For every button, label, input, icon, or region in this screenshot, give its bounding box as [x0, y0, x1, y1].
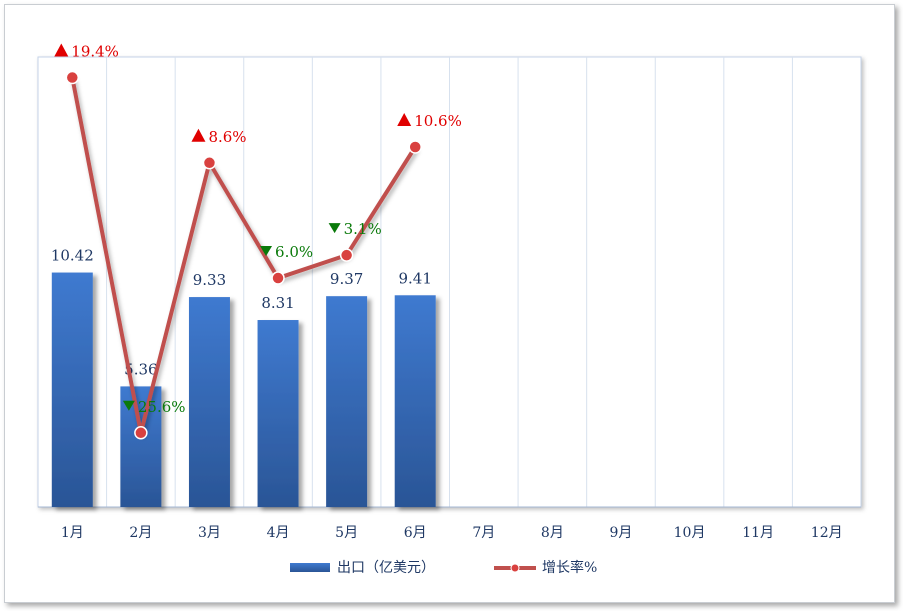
- bar-value-label: 9.41: [399, 269, 432, 287]
- growth-value-label: 25.6%: [138, 398, 186, 416]
- triangle-up-icon: [397, 113, 412, 126]
- bar: [51, 272, 93, 507]
- bar-value-label: 5.36: [124, 360, 157, 378]
- growth-label-up: 10.6%: [397, 112, 462, 130]
- bar: [188, 297, 230, 507]
- growth-label-down: 3.1%: [328, 220, 382, 238]
- triangle-down-icon: [328, 223, 341, 234]
- line-marker: [408, 140, 422, 154]
- growth-value-label: 19.4%: [71, 43, 119, 61]
- x-tick-labels: 1月 2月 3月 4月 5月 6月 7月 8月 9月 10月 11月 12月: [61, 525, 843, 541]
- triangle-up-icon: [191, 128, 206, 142]
- x-tick-label: 6月: [404, 525, 427, 541]
- legend-bar-swatch: [290, 563, 330, 572]
- legend: 出口（亿美元） 增长率%: [290, 559, 597, 576]
- line-marker: [134, 426, 148, 440]
- legend-bar-label: 出口（亿美元）: [337, 560, 435, 576]
- x-tick-label: 10月: [674, 525, 706, 541]
- triangle-down-icon: [122, 400, 135, 411]
- x-tick-label: 3月: [198, 525, 221, 541]
- line-marker: [202, 156, 217, 170]
- growth-line: [70, 77, 417, 435]
- x-tick-label: 12月: [811, 525, 843, 541]
- growth-value-label: 6.0%: [275, 243, 313, 261]
- growth-value-label: 3.1%: [344, 220, 382, 238]
- bar: [257, 320, 299, 507]
- bar: [394, 295, 436, 507]
- x-tick-label: 1月: [61, 525, 84, 541]
- growth-label-down: 6.0%: [260, 243, 313, 261]
- bar-value-label: 9.37: [330, 270, 363, 288]
- x-tick-label: 5月: [335, 525, 358, 541]
- legend-line-marker: [510, 563, 520, 573]
- x-tick-label: 4月: [267, 525, 290, 541]
- bar-value-label: 8.31: [261, 294, 294, 312]
- legend-line-label: 增长率%: [542, 559, 597, 576]
- bar-value-labels: 10.42 5.36 9.33 8.31 9.37 9.41: [51, 247, 432, 379]
- x-tick-label: 11月: [742, 525, 774, 541]
- line-series: [65, 70, 422, 440]
- line-marker: [339, 248, 354, 262]
- x-tick-label: 2月: [129, 525, 152, 541]
- growth-value-label: 10.6%: [414, 112, 462, 130]
- bar-value-label: 9.33: [193, 271, 226, 289]
- x-tick-label: 7月: [472, 525, 495, 541]
- x-tick-label: 8月: [541, 525, 564, 541]
- x-tick-label: 9月: [609, 525, 632, 541]
- line-marker: [271, 271, 285, 285]
- bar: [326, 296, 368, 507]
- gridlines: [106, 57, 793, 507]
- line-value-labels: 19.4% 25.6% 8.6% 6.0% 3.1% 10.6%: [54, 43, 462, 416]
- triangle-up-icon: [54, 43, 69, 57]
- bar-value-label: 10.42: [51, 247, 94, 265]
- growth-label-up: 8.6%: [191, 128, 247, 146]
- triangle-down-icon: [260, 246, 273, 257]
- line-marker: [65, 70, 80, 85]
- bar-series: [51, 272, 436, 507]
- growth-label-up: 19.4%: [54, 43, 119, 61]
- growth-label-down: 25.6%: [122, 398, 186, 416]
- growth-value-label: 8.6%: [208, 128, 246, 146]
